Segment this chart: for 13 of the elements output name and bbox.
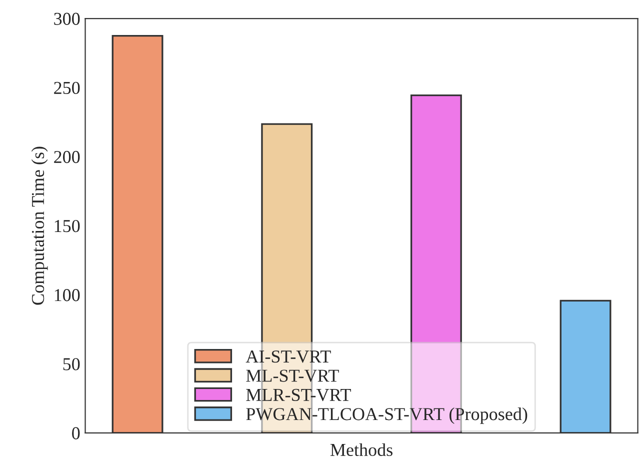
y-tick-label: 300	[54, 12, 80, 25]
y-tick-label: 100	[54, 289, 80, 302]
y-tick-label: 50	[63, 358, 80, 370]
legend-label: MLR-ST-VRT	[246, 388, 351, 402]
x-axis-title: Methods	[330, 443, 392, 456]
y-tick-label: 0	[72, 427, 80, 440]
y-tick-label: 150	[54, 220, 80, 232]
legend-label: ML-ST-VRT	[246, 370, 339, 382]
legend-label: PWGAN-TLCOA-ST-VRT (Proposed)	[246, 408, 528, 424]
y-tick-label: 200	[54, 150, 80, 164]
y-tick-label: 250	[54, 82, 80, 94]
y-axis-title: Computation Time (s)	[31, 146, 48, 305]
legend-label: AI-ST-VRT	[246, 350, 331, 363]
